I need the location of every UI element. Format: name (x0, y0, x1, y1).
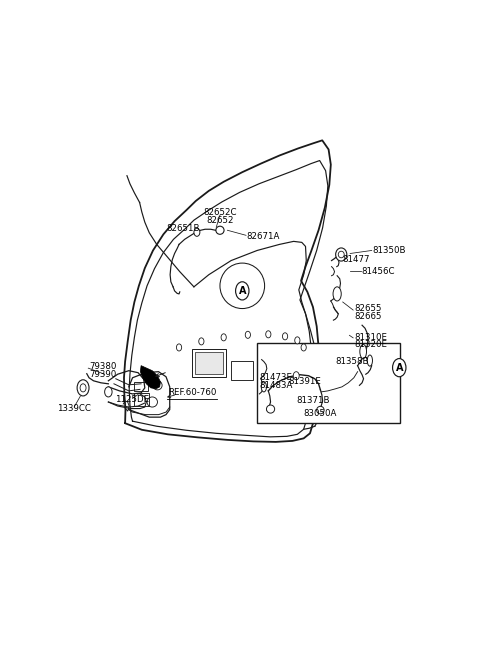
Circle shape (236, 282, 249, 300)
Ellipse shape (360, 344, 367, 359)
Text: A: A (239, 286, 246, 296)
Ellipse shape (333, 287, 341, 301)
Ellipse shape (338, 251, 344, 258)
Text: 82665: 82665 (354, 312, 382, 321)
Bar (133, 382, 148, 391)
Text: 82652C: 82652C (203, 208, 237, 217)
Ellipse shape (317, 406, 324, 414)
Text: 81456C: 81456C (361, 267, 395, 276)
Text: 81371B: 81371B (296, 396, 330, 405)
Circle shape (393, 359, 406, 377)
Text: 1339CC: 1339CC (57, 403, 91, 413)
Ellipse shape (266, 405, 275, 413)
Text: 82655: 82655 (354, 304, 382, 313)
Circle shape (295, 337, 300, 344)
Ellipse shape (261, 382, 266, 392)
Text: 82651B: 82651B (166, 224, 200, 234)
Text: 83050A: 83050A (304, 409, 337, 418)
Bar (195, 352, 223, 374)
Circle shape (194, 228, 200, 236)
Text: 82652: 82652 (206, 216, 234, 224)
Ellipse shape (336, 248, 347, 261)
Text: REF.60-760: REF.60-760 (168, 388, 216, 398)
Circle shape (177, 344, 181, 351)
Text: 81391E: 81391E (288, 377, 321, 386)
Text: A: A (396, 363, 403, 373)
Circle shape (199, 338, 204, 345)
Text: 81473E: 81473E (259, 373, 292, 382)
Text: 81320E: 81320E (354, 340, 387, 350)
Circle shape (266, 331, 271, 338)
Circle shape (77, 380, 89, 396)
Bar (133, 394, 148, 406)
Text: 81358B: 81358B (335, 357, 369, 366)
Text: 81483A: 81483A (259, 381, 292, 390)
Text: 82671A: 82671A (246, 232, 279, 241)
Bar (231, 361, 253, 380)
Text: 1125DE: 1125DE (116, 395, 150, 404)
Text: 79380: 79380 (89, 362, 116, 371)
Circle shape (221, 334, 226, 341)
Text: 81350B: 81350B (372, 246, 406, 255)
Circle shape (245, 331, 251, 338)
Circle shape (282, 333, 288, 340)
Circle shape (105, 387, 112, 397)
Circle shape (80, 384, 86, 392)
Ellipse shape (216, 226, 224, 234)
Bar (257, 343, 400, 423)
PathPatch shape (140, 365, 160, 389)
Text: 79390: 79390 (89, 370, 116, 379)
Bar (192, 349, 226, 377)
Circle shape (301, 344, 306, 351)
Text: 81310E: 81310E (354, 333, 387, 342)
Ellipse shape (367, 355, 372, 366)
Circle shape (293, 372, 299, 380)
Text: 81477: 81477 (343, 255, 370, 264)
